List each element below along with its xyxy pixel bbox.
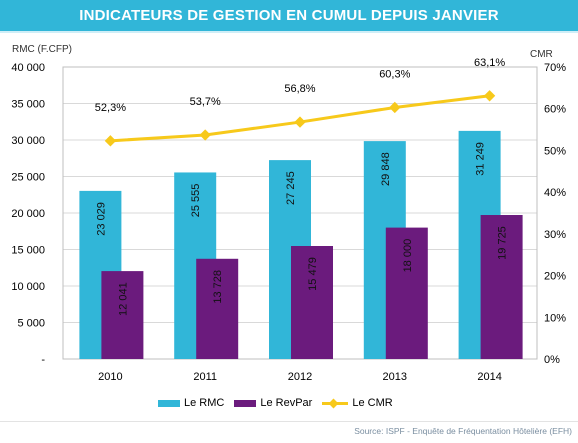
left-axis-tick-label: 30 000 [11, 135, 45, 147]
left-axis-tick-label: 5 000 [17, 318, 45, 330]
bar-revpar [385, 227, 428, 359]
bar-label-revpar: 13 728 [212, 270, 224, 304]
cmr-data-label: 56,8% [284, 83, 315, 95]
bar-label-rmc: 31 249 [475, 142, 487, 176]
bar-label-revpar: 15 479 [307, 257, 319, 291]
bar-revpar [291, 246, 333, 359]
cmr-data-label: 52,3% [95, 102, 126, 114]
left-axis-title: RMC (F.CFP) [12, 44, 72, 55]
chart-title-banner: INDICATEURS DE GESTION EN CUMUL DEPUIS J… [0, 0, 578, 31]
right-axis-tick-label: 10% [544, 312, 566, 324]
bar-label-revpar: 12 041 [117, 282, 129, 316]
legend-item-rmc: Le RMC [158, 397, 224, 409]
legend-label-revpar: Le RevPar [260, 397, 313, 409]
bar-label-revpar: 18 000 [402, 239, 414, 273]
left-axis-tick-label: 25 000 [11, 172, 45, 184]
left-axis-tick-label: 40 000 [11, 62, 45, 74]
legend-item-revpar: Le RevPar [234, 397, 312, 409]
cmr-marker [199, 129, 211, 141]
left-axis-tick-label: - [41, 354, 45, 366]
left-axis-tick-label: 35 000 [11, 99, 45, 111]
bar-label-rmc: 23 029 [95, 202, 107, 236]
right-axis-tick-label: 50% [544, 145, 566, 157]
bar-label-rmc: 29 848 [380, 152, 392, 186]
x-axis-tick-label: 2012 [288, 371, 312, 383]
right-axis-tick-label: 0% [544, 354, 560, 366]
legend-swatch-cmr [322, 398, 349, 408]
left-axis-tick-label: 10 000 [11, 281, 45, 293]
x-axis-tick-label: 2010 [98, 371, 122, 383]
cmr-data-label: 63,1% [474, 57, 505, 69]
right-axis-tick-label: 70% [544, 62, 566, 74]
bar-revpar [196, 258, 239, 359]
cmr-marker [104, 135, 117, 147]
left-axis-tick-label: 20 000 [11, 208, 45, 220]
x-axis-tick-label: 2011 [193, 371, 217, 383]
cmr-data-label: 60,3% [379, 68, 410, 80]
right-axis-tick-label: 30% [544, 229, 566, 241]
bar-revpar [101, 271, 144, 359]
right-axis-title: CMR [530, 49, 553, 60]
x-axis-tick-label: 2013 [383, 371, 407, 383]
bar-label-revpar: 19 725 [497, 226, 509, 260]
chart-legend: Le RMC Le RevPar Le CMR [158, 396, 403, 410]
legend-label-rmc: Le RMC [184, 397, 225, 409]
right-axis-tick-label: 60% [544, 104, 566, 116]
legend-swatch-revpar [234, 399, 257, 407]
title-underline [0, 31, 578, 33]
footer-divider [0, 421, 578, 422]
legend-swatch-rmc [158, 399, 180, 407]
cmr-marker [483, 90, 496, 102]
right-axis-tick-label: 20% [544, 271, 566, 283]
cmr-marker [294, 116, 306, 128]
right-axis-tick-label: 40% [544, 187, 566, 199]
source-note: Source: ISPF - Enquête de Fréquentation … [354, 426, 572, 436]
x-axis-tick-label: 2014 [477, 371, 501, 383]
bar-label-rmc: 27 245 [285, 171, 297, 205]
bar-revpar [480, 215, 523, 359]
legend-label-cmr: Le CMR [352, 397, 393, 409]
bar-label-rmc: 25 555 [190, 184, 202, 218]
cmr-data-label: 53,7% [190, 96, 221, 108]
legend-item-cmr: Le CMR [322, 397, 393, 409]
chart-title: INDICATEURS DE GESTION EN CUMUL DEPUIS J… [79, 7, 499, 24]
left-axis-tick-label: 15 000 [11, 245, 45, 257]
